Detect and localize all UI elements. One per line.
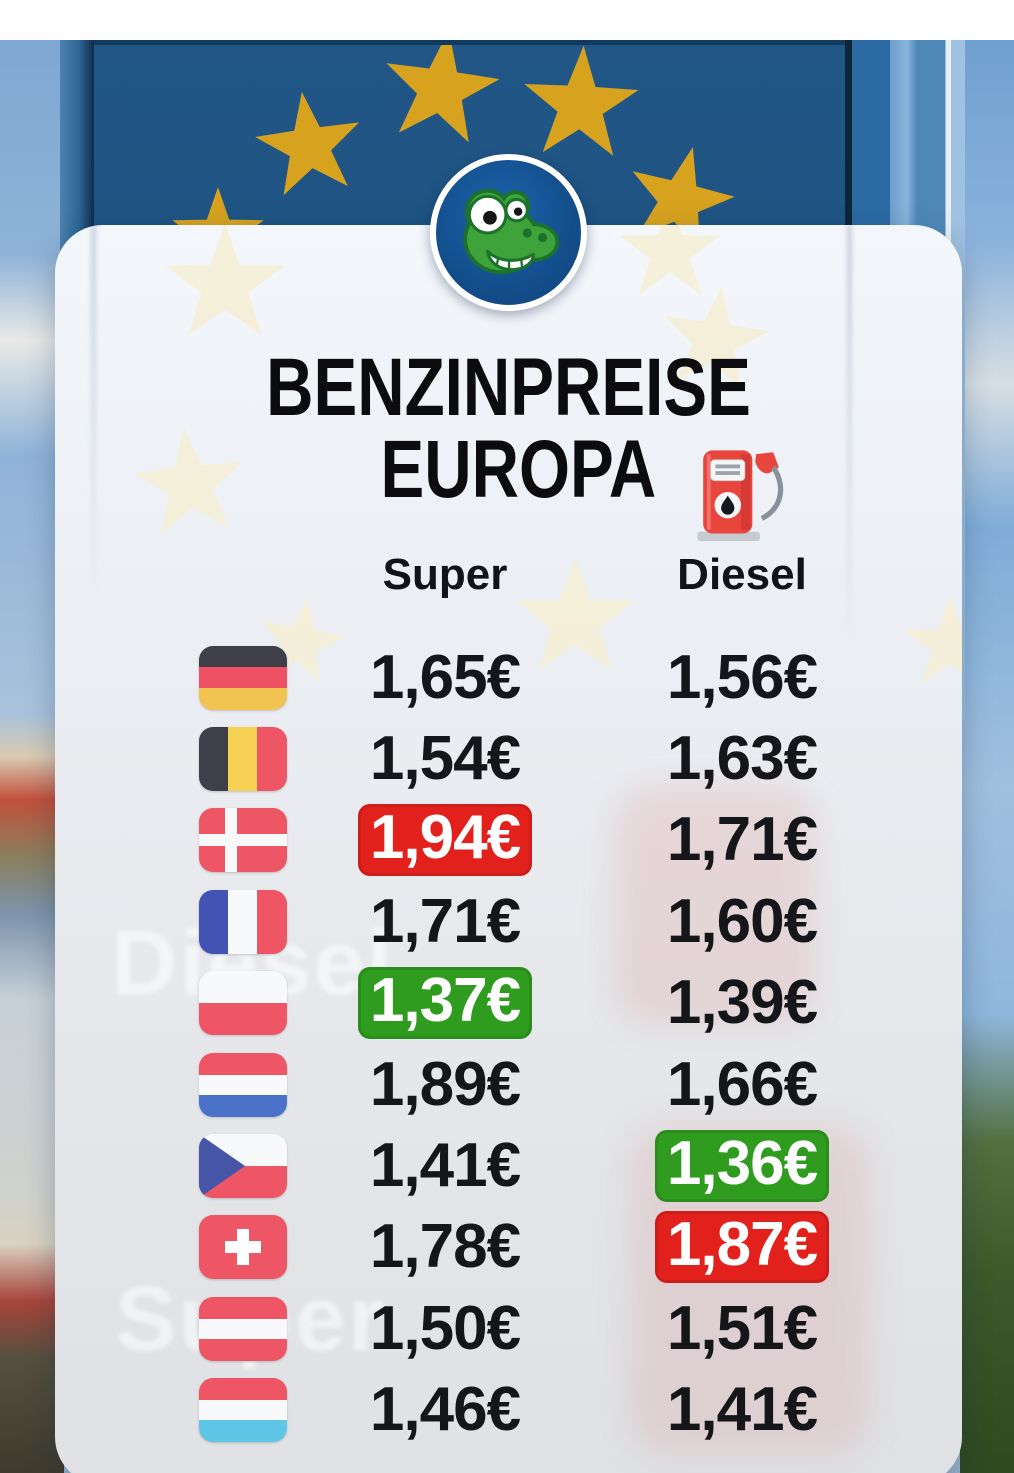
diesel-price: 1,51€: [666, 1293, 818, 1363]
super-price: 1,78€: [369, 1212, 521, 1282]
card-seam-left: [91, 225, 96, 605]
super-price: 1,37€: [357, 967, 533, 1040]
table-row: 1,46€ 1,41€: [55, 1370, 962, 1451]
super-price: 1,65€: [369, 642, 521, 712]
flag-france-icon: [199, 889, 287, 955]
price-table: 1,65€ 1,56€ 1,54€ 1,63€ 1,94€ 1,71€ 1,71…: [55, 637, 962, 1451]
diesel-price: 1,41€: [666, 1375, 818, 1445]
flag-column-spacer: [55, 550, 287, 600]
background-led-glow: [615, 785, 815, 1025]
table-row: 1,37€ 1,39€: [55, 963, 962, 1044]
background-right-scene: [960, 40, 1014, 1473]
diesel-price: 1,39€: [666, 968, 818, 1038]
flag-poland-icon: [199, 970, 287, 1036]
flag-austria-icon: [199, 1296, 287, 1362]
page-title-line2-text: EUROPA: [380, 424, 657, 515]
flag-switzerland-icon: [199, 1214, 287, 1280]
diesel-price: 1,60€: [666, 886, 818, 956]
diesel-price: 1,71€: [666, 805, 818, 875]
flag-belgium-icon: [199, 726, 287, 792]
table-row: 1,71€ 1,60€: [55, 881, 962, 962]
table-row: 1,41€ 1,36€: [55, 1125, 962, 1206]
price-card: Diesel Super BENZINPREISE EUROPA: [55, 225, 962, 1473]
diesel-price: 1,66€: [666, 1049, 818, 1119]
super-price: 1,41€: [369, 1131, 521, 1201]
brand-logo: [430, 154, 587, 311]
column-header-super: Super: [382, 550, 508, 599]
diesel-price: 1,63€: [666, 724, 818, 794]
super-price: 1,54€: [369, 724, 521, 794]
super-price: 1,89€: [369, 1049, 521, 1119]
table-header: Super Diesel: [55, 550, 962, 600]
flag-germany-icon: [199, 645, 287, 711]
super-price: 1,94€: [357, 804, 533, 877]
column-header-diesel: Diesel: [677, 550, 807, 599]
table-row: 1,65€ 1,56€: [55, 637, 962, 718]
table-row: 1,50€ 1,51€: [55, 1288, 962, 1369]
diesel-price: 1,36€: [654, 1130, 830, 1203]
diesel-price: 1,56€: [666, 642, 818, 712]
fuel-pump-icon: [697, 450, 784, 542]
flag-netherlands-icon: [199, 1052, 287, 1118]
diesel-price: 1,87€: [654, 1211, 830, 1284]
trailing-spacer: [881, 550, 962, 600]
page-title-line2: EUROPA: [55, 429, 962, 543]
watermark-star-icon: [165, 225, 285, 336]
super-price: 1,50€: [369, 1293, 521, 1363]
super-price: 1,71€: [369, 886, 521, 956]
super-price: 1,46€: [369, 1375, 521, 1445]
flag-luxembourg-icon: [199, 1377, 287, 1443]
top-white-bar: [0, 0, 1014, 40]
eu-star-icon: [520, 45, 641, 157]
background-left-scene: [0, 40, 64, 1473]
table-row: 1,89€ 1,66€: [55, 1044, 962, 1125]
table-row: 1,54€ 1,63€: [55, 718, 962, 799]
table-row: 1,78€ 1,87€: [55, 1207, 962, 1288]
flag-czechia-icon: [199, 1133, 287, 1199]
card-seam-right: [847, 225, 852, 655]
page-title-line1: BENZINPREISE: [266, 342, 751, 433]
eu-star-icon: [377, 45, 506, 146]
crocodile-mascot-icon: [462, 188, 559, 274]
flag-denmark-icon: [199, 807, 287, 873]
table-row: 1,94€ 1,71€: [55, 800, 962, 881]
